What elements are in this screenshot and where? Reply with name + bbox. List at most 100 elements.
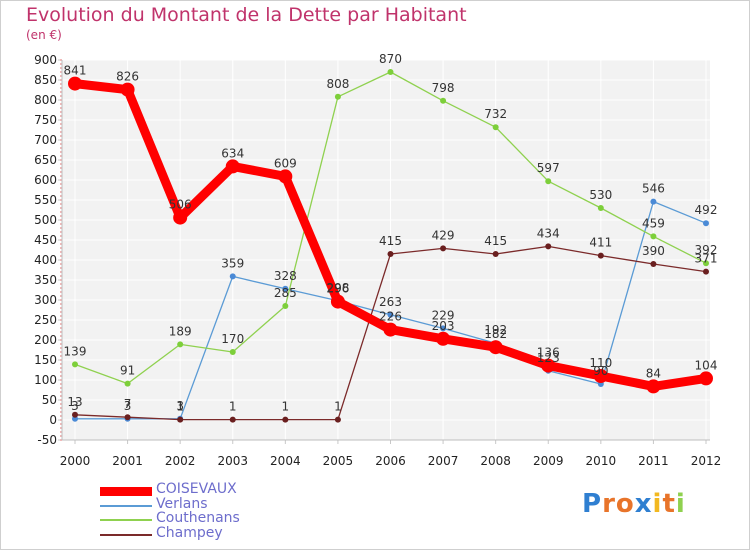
y-tick-label: 50 [42,393,57,407]
y-tick-label: 200 [34,333,57,347]
data-point-champey [597,252,604,259]
data-point-champey [703,268,709,275]
data-point-couthenans [597,205,604,211]
data-label-couthenans: 459 [642,216,665,230]
data-label-coisevaux: 104 [695,358,718,372]
data-point-champey [229,416,236,423]
data-label-coisevaux: 826 [116,70,139,84]
data-label-couthenans: 139 [64,344,87,358]
x-tick-label: 2000 [60,454,91,468]
data-label-champey: 371 [695,252,718,266]
data-label-verlans: 298 [326,281,349,295]
data-point-coisevaux [699,371,713,386]
data-label-couthenans: 808 [326,77,349,91]
data-label-verlans: 229 [432,308,455,322]
y-tick-label: 800 [34,93,57,107]
y-tick-label: 350 [34,273,57,287]
data-label-couthenans: 285 [274,286,297,300]
data-point-champey [334,416,341,423]
y-tick-label: 750 [34,113,57,127]
data-point-coisevaux [541,358,556,373]
data-point-champey [124,414,131,421]
data-point-couthenans [124,380,131,387]
legend-label: Couthenans [156,510,240,526]
data-point-verlans [229,273,236,280]
y-tick-label: 650 [34,153,57,167]
data-label-coisevaux: 296 [326,282,349,296]
data-label-couthenans: 798 [432,81,455,95]
data-point-couthenans [440,97,447,104]
y-tick-label: 0 [49,413,57,427]
logo-letter: t [662,489,676,519]
legend-label: Verlans [156,495,208,512]
data-point-couthenans [334,93,341,100]
x-tick-label: 2012 [691,454,722,468]
data-label-coisevaux: 110 [589,356,612,370]
data-point-couthenans [545,178,552,185]
chart-title: Evolution du Montant de la Dette par Hab… [26,4,467,26]
y-tick-label: 500 [34,213,57,227]
data-point-verlans [387,311,394,318]
data-label-couthenans: 530 [589,188,612,202]
data-point-couthenans [177,341,184,348]
data-label-verlans: 90 [593,364,608,378]
y-tick-label: 100 [34,373,57,387]
plot-area [62,60,710,440]
data-point-coisevaux [593,369,608,383]
legend-swatch [100,533,152,536]
data-label-coisevaux: 841 [64,64,87,78]
data-label-champey: 1 [334,400,342,414]
data-label-couthenans: 732 [484,107,507,121]
x-tick-label: 2001 [112,454,143,468]
x-tick-label: 2002 [165,454,196,468]
x-tick-label: 2003 [217,454,248,468]
y-tick-label: 150 [34,353,57,367]
data-label-verlans: 3 [71,399,79,413]
data-label-champey: 390 [642,244,665,258]
data-label-couthenans: 597 [537,161,560,175]
y-tick-label: 450 [34,233,57,247]
data-point-coisevaux [383,322,398,337]
x-tick-label: 2006 [375,454,406,468]
data-label-coisevaux: 84 [646,366,661,380]
legend-swatch [100,504,152,507]
data-label-couthenans: 870 [379,52,402,66]
data-label-coisevaux: 182 [484,327,507,341]
legend-swatch [100,519,152,522]
data-point-coisevaux [68,76,82,91]
y-tick-label: -50 [37,433,57,447]
data-label-champey: 1 [176,400,184,414]
logo-letter: i [652,489,663,519]
y-tick-label: 700 [34,133,57,147]
data-point-champey [282,416,289,423]
data-point-champey [492,251,499,257]
data-point-coisevaux [646,379,661,394]
data-point-verlans [650,198,657,205]
y-tick-label: 300 [34,293,57,307]
data-label-champey: 429 [432,228,455,242]
x-tick-label: 2005 [323,454,354,468]
data-label-champey: 7 [124,397,132,411]
data-point-champey [545,243,552,250]
legend-label: COISEVAUX [156,481,237,497]
data-label-verlans: 546 [642,182,665,196]
data-point-couthenans [229,349,236,355]
data-label-coisevaux: 506 [169,198,192,212]
data-label-verlans: 3 [176,399,184,413]
data-label-verlans: 359 [221,256,244,270]
logo-letter: i [675,489,686,519]
y-tick-label: 850 [34,73,57,87]
data-label-verlans: 328 [274,269,297,283]
data-point-coisevaux [330,294,345,309]
data-label-coisevaux: 203 [432,319,455,333]
data-point-couthenans [492,124,499,131]
proxiti-logo: Proxiti [582,489,686,519]
logo-letter: r [602,489,616,519]
data-label-champey: 434 [537,226,560,240]
data-point-coisevaux [120,82,135,97]
data-label-coisevaux: 226 [379,310,402,324]
data-label-champey: 415 [484,234,507,248]
y-tick-label: 400 [34,253,57,267]
x-tick-label: 2011 [638,454,669,468]
data-point-couthenans [282,303,289,309]
